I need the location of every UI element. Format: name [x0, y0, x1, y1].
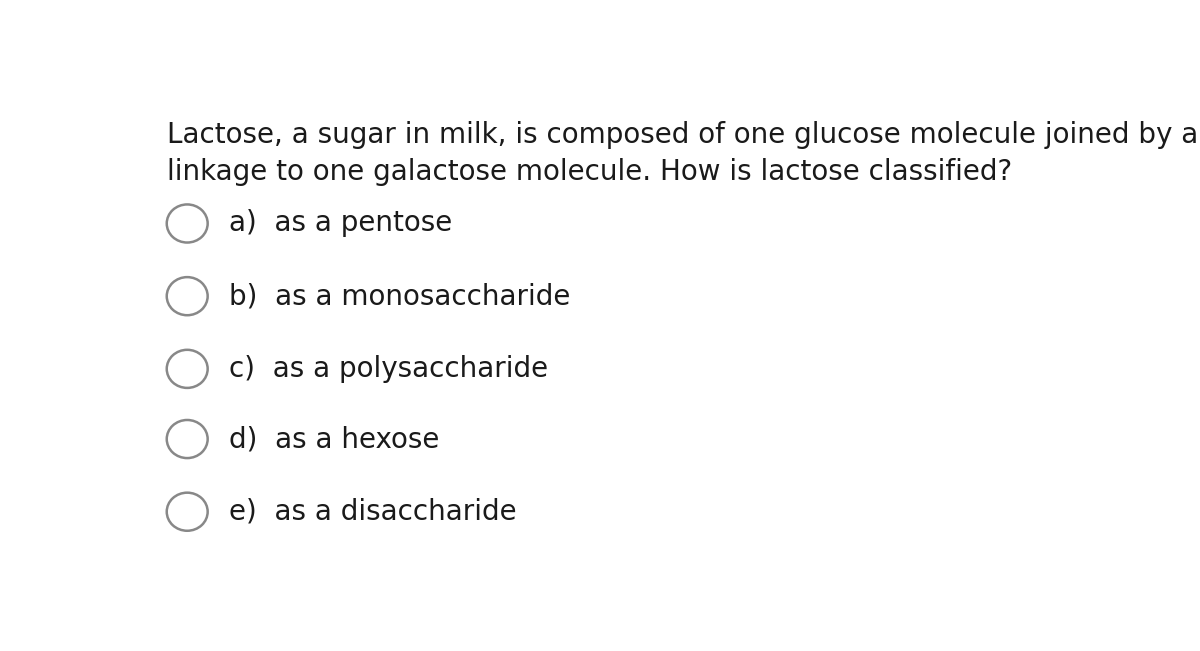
Text: linkage to one galactose molecule. How is lactose classified?: linkage to one galactose molecule. How i… — [167, 158, 1012, 186]
Text: b)  as a monosaccharide: b) as a monosaccharide — [229, 282, 570, 310]
Ellipse shape — [167, 493, 208, 531]
Ellipse shape — [167, 420, 208, 458]
Text: Lactose, a sugar in milk, is composed of one glucose molecule joined by a glycos: Lactose, a sugar in milk, is composed of… — [167, 120, 1200, 148]
Text: d)  as a hexose: d) as a hexose — [229, 425, 439, 453]
Text: a)  as a pentose: a) as a pentose — [229, 210, 452, 238]
Ellipse shape — [167, 204, 208, 243]
Text: e)  as a disaccharide: e) as a disaccharide — [229, 498, 517, 526]
Ellipse shape — [167, 350, 208, 388]
Ellipse shape — [167, 277, 208, 315]
Text: c)  as a polysaccharide: c) as a polysaccharide — [229, 355, 548, 383]
